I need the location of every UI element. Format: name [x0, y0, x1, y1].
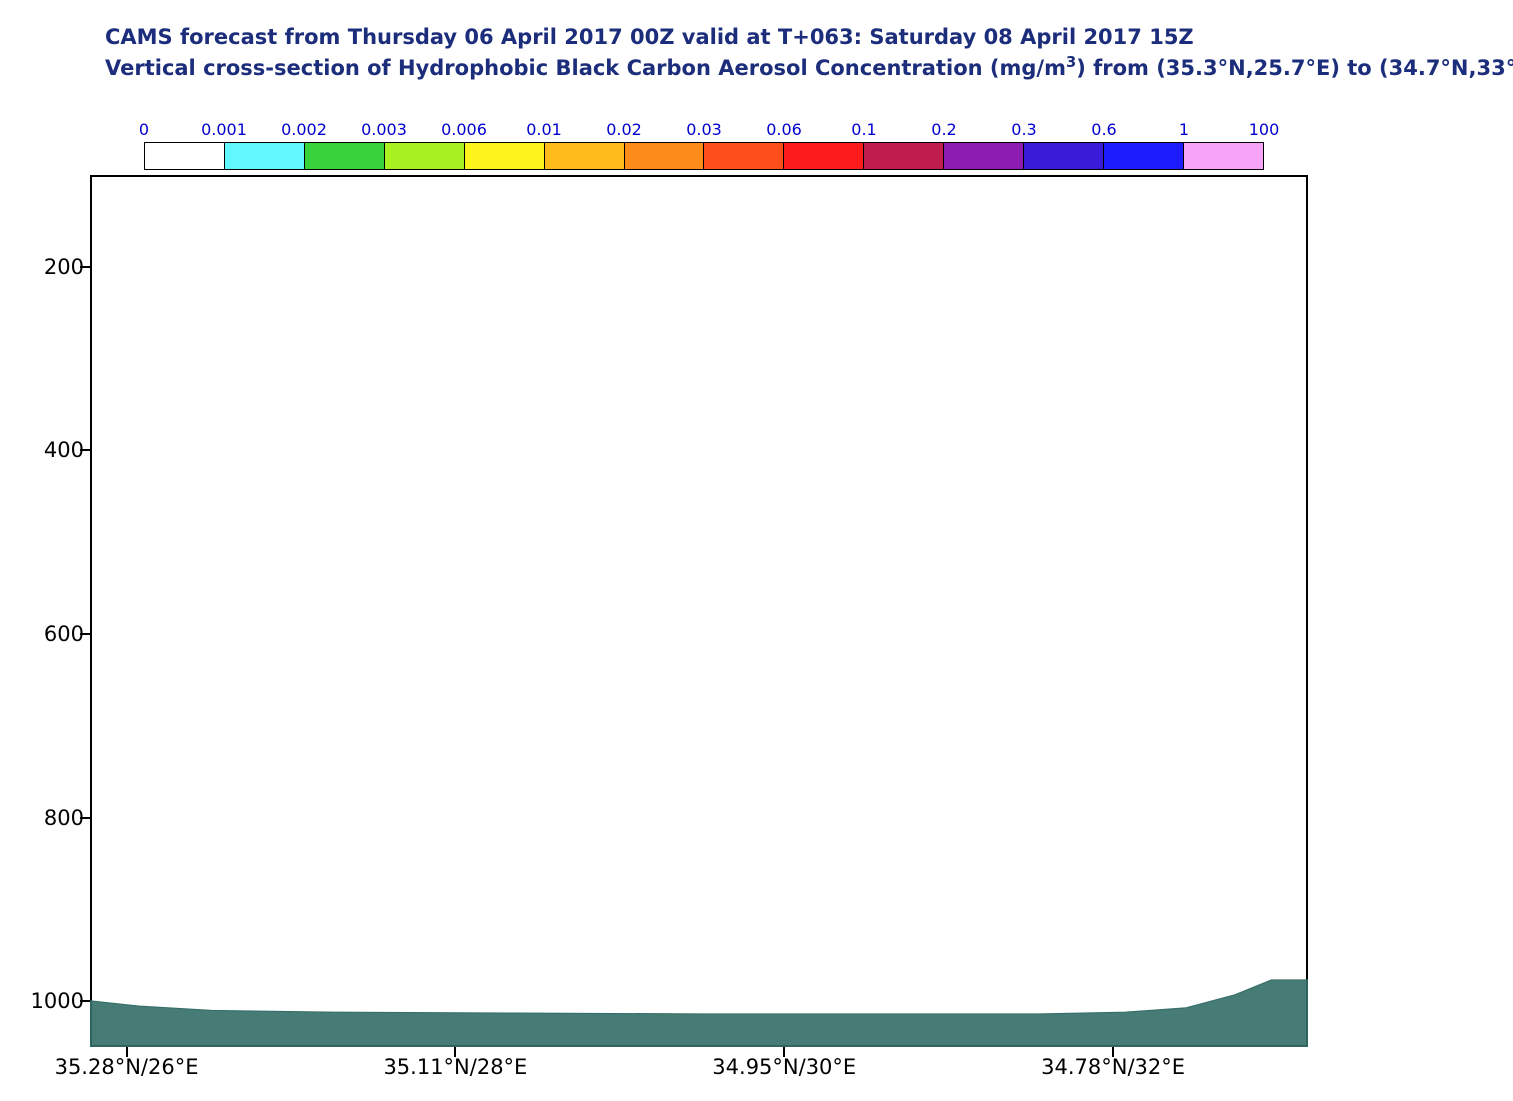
title2-prefix: Vertical cross-section of Hydrophobic Bl…: [105, 56, 1066, 80]
colorbar-tick-label: 0.2: [931, 120, 956, 139]
colorbar-tick-label: 0.1: [851, 120, 876, 139]
x-tick-label: 34.95°N/30°E: [712, 1055, 856, 1079]
x-tick-label: 35.11°N/28°E: [383, 1055, 527, 1079]
colorbar-swatch: [944, 143, 1024, 169]
y-tick-label: 400: [44, 438, 84, 462]
colorbar-tick-label: 0.06: [766, 120, 802, 139]
title2-suffix: ) from (35.3°N,25.7°E) to (34.7°N,33°E): [1076, 56, 1513, 80]
colorbar-tick-label: 0.6: [1091, 120, 1116, 139]
colorbar-tick-label: 0.001: [201, 120, 247, 139]
y-tick-label: 200: [44, 255, 84, 279]
y-tick-label: 1000: [31, 989, 84, 1013]
colorbar-tick-label: 0.006: [441, 120, 487, 139]
colorbar: 00.0010.0020.0030.0060.010.020.030.060.1…: [144, 120, 1264, 170]
colorbar-tick-label: 1: [1179, 120, 1189, 139]
colorbar-tick-label: 0.02: [606, 120, 642, 139]
plot-area: 200400600800100035.28°N/26°E35.11°N/28°E…: [90, 175, 1308, 1047]
colorbar-swatch: [784, 143, 864, 169]
colorbar-tick-label: 0.3: [1011, 120, 1036, 139]
colorbar-swatch: [704, 143, 784, 169]
colorbar-swatch: [305, 143, 385, 169]
colorbar-labels: 00.0010.0020.0030.0060.010.020.030.060.1…: [144, 120, 1264, 142]
y-tick-label: 800: [44, 806, 84, 830]
colorbar-swatch: [385, 143, 465, 169]
colorbar-tick-label: 0.002: [281, 120, 327, 139]
title-line-2: Vertical cross-section of Hydrophobic Bl…: [105, 52, 1513, 83]
colorbar-swatch: [1184, 143, 1263, 169]
chart-title: CAMS forecast from Thursday 06 April 201…: [105, 22, 1513, 84]
colorbar-tick-label: 100: [1249, 120, 1280, 139]
colorbar-swatch: [1024, 143, 1104, 169]
colorbar-swatch: [465, 143, 545, 169]
colorbar-swatch: [625, 143, 705, 169]
y-tick-label: 600: [44, 622, 84, 646]
title2-sup: 3: [1066, 54, 1076, 71]
colorbar-tick-label: 0.003: [361, 120, 407, 139]
colorbar-swatch: [225, 143, 305, 169]
colorbar-swatches: [144, 142, 1264, 170]
x-tick-label: 34.78°N/32°E: [1041, 1055, 1185, 1079]
colorbar-swatch: [545, 143, 625, 169]
colorbar-swatch: [145, 143, 225, 169]
colorbar-tick-label: 0.03: [686, 120, 722, 139]
title-line-1: CAMS forecast from Thursday 06 April 201…: [105, 22, 1513, 52]
colorbar-swatch: [864, 143, 944, 169]
colorbar-tick-label: 0: [139, 120, 149, 139]
colorbar-swatch: [1104, 143, 1184, 169]
colorbar-tick-label: 0.01: [526, 120, 562, 139]
x-tick-label: 35.28°N/26°E: [55, 1055, 199, 1079]
plot-border: [90, 175, 1308, 1047]
